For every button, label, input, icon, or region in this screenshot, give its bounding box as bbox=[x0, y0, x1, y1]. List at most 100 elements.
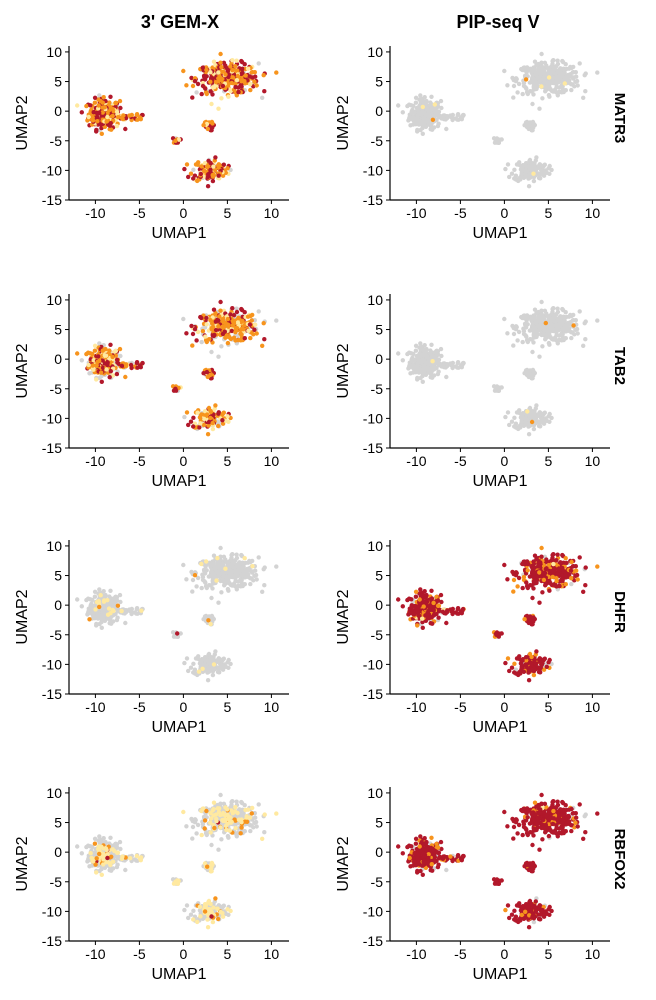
cell-point bbox=[551, 561, 556, 567]
x-tick-label: 10 bbox=[585, 205, 601, 221]
cell-point bbox=[530, 574, 536, 579]
cell-point bbox=[75, 351, 80, 356]
cell-point bbox=[190, 95, 195, 100]
cell-point bbox=[220, 577, 226, 583]
cell-point bbox=[210, 172, 215, 178]
y-tick-label: -5 bbox=[50, 627, 63, 643]
x-tick-label: -10 bbox=[85, 699, 105, 715]
cell-point bbox=[248, 581, 253, 587]
cell-point bbox=[518, 411, 524, 417]
x-tick-label: -10 bbox=[406, 453, 426, 469]
cell-point bbox=[92, 100, 98, 105]
cell-point bbox=[420, 616, 425, 621]
cell-point bbox=[211, 59, 217, 64]
cell-point bbox=[459, 117, 464, 122]
cell-point bbox=[216, 600, 221, 605]
cell-point bbox=[216, 162, 221, 167]
cell-point bbox=[218, 545, 223, 551]
cell-point bbox=[206, 618, 211, 623]
cell-point bbox=[239, 71, 244, 77]
cell-point bbox=[123, 620, 128, 626]
y-tick-label: 0 bbox=[54, 597, 62, 613]
cell-point bbox=[531, 85, 536, 90]
cell-point bbox=[200, 666, 205, 671]
cell-point bbox=[218, 60, 223, 65]
cell-point bbox=[528, 89, 533, 94]
cell-point bbox=[436, 363, 442, 368]
cell-point bbox=[225, 414, 230, 419]
cell-point bbox=[416, 119, 421, 124]
cell-point bbox=[513, 79, 519, 84]
y-tick-label: 5 bbox=[375, 74, 383, 90]
cell-point bbox=[182, 660, 187, 666]
cell-point bbox=[539, 60, 544, 65]
cell-point bbox=[230, 323, 235, 328]
cell-point bbox=[556, 321, 561, 327]
cell-point bbox=[114, 371, 120, 377]
cell-point bbox=[563, 310, 568, 315]
cell-point bbox=[225, 166, 230, 171]
cell-point bbox=[529, 318, 534, 323]
cell-point bbox=[221, 656, 226, 661]
cell-point bbox=[569, 576, 574, 581]
cell-point bbox=[569, 330, 574, 335]
x-axis-label: UMAP1 bbox=[472, 225, 527, 242]
column-title-pipseq: PIP-seq V bbox=[456, 12, 539, 32]
cell-point bbox=[400, 358, 405, 363]
cell-point bbox=[532, 324, 537, 330]
cell-point bbox=[200, 65, 205, 70]
cell-point bbox=[110, 607, 115, 613]
y-tick-label: 0 bbox=[375, 103, 383, 119]
cell-point bbox=[583, 89, 588, 94]
cell-point bbox=[541, 331, 547, 337]
cell-point bbox=[523, 168, 528, 173]
cell-point bbox=[421, 110, 426, 115]
cell-point bbox=[233, 558, 238, 563]
cell-point bbox=[208, 654, 213, 660]
cell-point bbox=[526, 126, 531, 132]
cell-point bbox=[199, 339, 204, 345]
cell-point bbox=[239, 84, 244, 89]
cell-point bbox=[184, 656, 190, 661]
cell-point bbox=[541, 324, 546, 330]
cell-point bbox=[542, 410, 547, 415]
cell-point bbox=[435, 603, 441, 608]
cell-point bbox=[209, 349, 214, 355]
cell-point bbox=[494, 386, 499, 391]
cell-point bbox=[119, 608, 124, 614]
cell-point bbox=[94, 377, 99, 382]
cell-point bbox=[537, 318, 542, 323]
cell-point bbox=[210, 420, 215, 426]
cell-point bbox=[195, 410, 200, 415]
x-axis-label: UMAP1 bbox=[151, 225, 206, 242]
cell-point bbox=[204, 658, 210, 663]
cell-point bbox=[97, 621, 102, 627]
cell-point bbox=[226, 94, 231, 99]
cell-point bbox=[189, 323, 194, 329]
cell-point bbox=[563, 582, 568, 587]
cell-point bbox=[190, 331, 196, 337]
cell-point bbox=[88, 351, 93, 356]
cell-point bbox=[210, 121, 215, 126]
cell-point bbox=[104, 367, 109, 372]
cell-point bbox=[209, 128, 214, 133]
cell-point bbox=[516, 426, 521, 432]
cell-point bbox=[98, 593, 103, 598]
x-tick-label: 5 bbox=[224, 205, 232, 221]
cell-point bbox=[123, 374, 128, 380]
cell-point bbox=[413, 594, 419, 599]
cell-point bbox=[511, 95, 516, 100]
cell-point bbox=[104, 119, 109, 124]
cell-point bbox=[213, 155, 218, 160]
cell-point bbox=[503, 414, 508, 420]
cell-point bbox=[526, 432, 532, 437]
cell-point bbox=[134, 112, 139, 118]
cell-point bbox=[228, 312, 233, 317]
cell-point bbox=[566, 314, 572, 319]
cell-point bbox=[529, 167, 534, 173]
column-title-gemx: 3' GEM-X bbox=[141, 12, 219, 32]
cell-point bbox=[139, 608, 144, 613]
cell-point bbox=[190, 589, 195, 594]
cell-point bbox=[223, 170, 228, 175]
cell-point bbox=[532, 76, 537, 82]
